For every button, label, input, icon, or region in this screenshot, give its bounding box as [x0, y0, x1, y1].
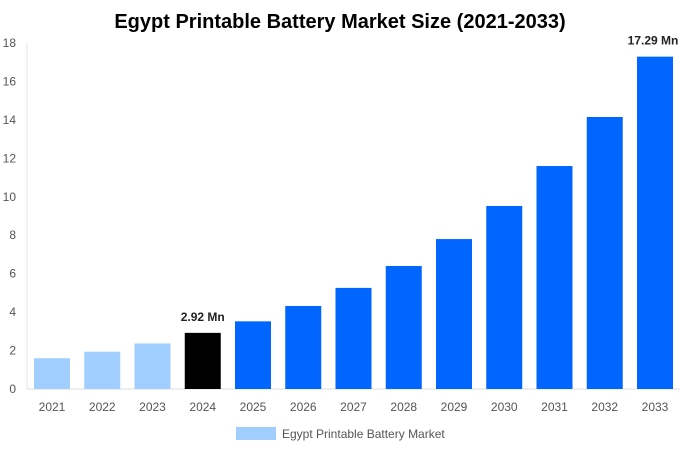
y-tick-label: 16 [3, 74, 17, 88]
bar-2025[interactable] [235, 321, 271, 389]
y-tick-label: 14 [3, 113, 17, 127]
chart-title: Egypt Printable Battery Market Size (202… [114, 11, 565, 33]
bar-2023[interactable] [134, 343, 171, 389]
bar-2026[interactable] [285, 305, 322, 389]
x-tick-label: 2028 [390, 400, 417, 414]
y-tick-label: 6 [9, 267, 16, 281]
data-label: 2.92 Mn [181, 310, 225, 324]
bar-2031[interactable] [536, 166, 573, 389]
bar-2022[interactable] [84, 351, 121, 389]
x-tick-label: 2030 [491, 400, 518, 414]
y-tick-label: 4 [9, 305, 16, 319]
x-tick-label: 2026 [290, 400, 317, 414]
y-tick-label: 2 [9, 344, 16, 358]
bar-2024[interactable] [184, 332, 221, 389]
x-tick-label: 2023 [139, 400, 166, 414]
x-tick-label: 2029 [441, 400, 468, 414]
x-tick-label: 2025 [240, 400, 267, 414]
y-tick-label: 10 [3, 190, 17, 204]
x-tick-label: 2024 [189, 400, 216, 414]
bar-2030[interactable] [486, 206, 523, 389]
x-tick-label: 2021 [39, 400, 66, 414]
y-tick-label: 8 [9, 228, 16, 242]
bar-2027[interactable] [335, 287, 372, 389]
x-tick-label: 2022 [89, 400, 116, 414]
bar-2032[interactable] [586, 117, 623, 389]
bar-2028[interactable] [385, 265, 422, 389]
bar-2021[interactable] [34, 358, 70, 389]
y-tick-label: 12 [3, 151, 17, 165]
y-tick-label: 0 [9, 382, 16, 396]
legend-swatch [236, 427, 276, 440]
bar-2033[interactable] [637, 56, 673, 390]
x-tick-label: 2032 [591, 400, 618, 414]
legend-label[interactable]: Egypt Printable Battery Market [282, 427, 445, 441]
y-tick-label: 18 [3, 36, 17, 50]
x-tick-label: 2033 [642, 400, 669, 414]
x-tick-label: 2027 [340, 400, 367, 414]
data-label: 17.29 Mn [628, 34, 679, 48]
bar-2029[interactable] [436, 239, 472, 389]
x-tick-label: 2031 [541, 400, 568, 414]
